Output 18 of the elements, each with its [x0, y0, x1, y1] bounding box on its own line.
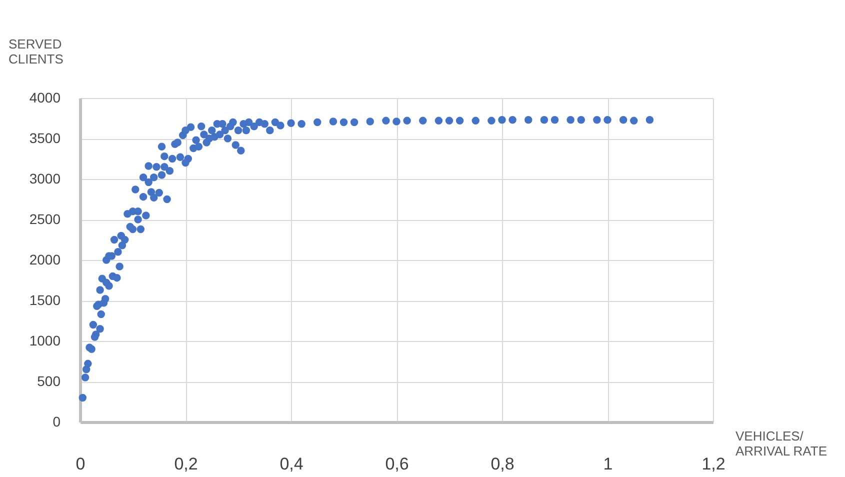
y-tick-label: 3500	[29, 130, 61, 146]
y-tick-label: 4000	[29, 90, 61, 106]
y-tick-label: 500	[37, 373, 61, 389]
x-tick-label: 1	[603, 454, 613, 474]
y-tick-label: 2500	[29, 211, 61, 227]
x-tick-label: 0,2	[174, 454, 198, 474]
y-tick-label: 0	[52, 414, 61, 430]
x-tick-label: 0	[76, 454, 86, 474]
x-tick-label: 0,4	[280, 454, 304, 474]
y-axis-title: SERVED CLIENTS	[8, 36, 64, 66]
x-axis-title: VEHICLES/ ARRIVAL RATE	[736, 428, 828, 458]
y-tick-label: 3000	[29, 170, 61, 186]
x-tick-label: 0,8	[490, 454, 514, 474]
y-tick-label: 1500	[29, 292, 61, 308]
x-tick-label: 0,6	[385, 454, 409, 474]
y-tick-label: 2000	[29, 252, 61, 268]
x-tick-label: 1,2	[702, 454, 726, 474]
y-tick-label: 1000	[29, 332, 61, 348]
